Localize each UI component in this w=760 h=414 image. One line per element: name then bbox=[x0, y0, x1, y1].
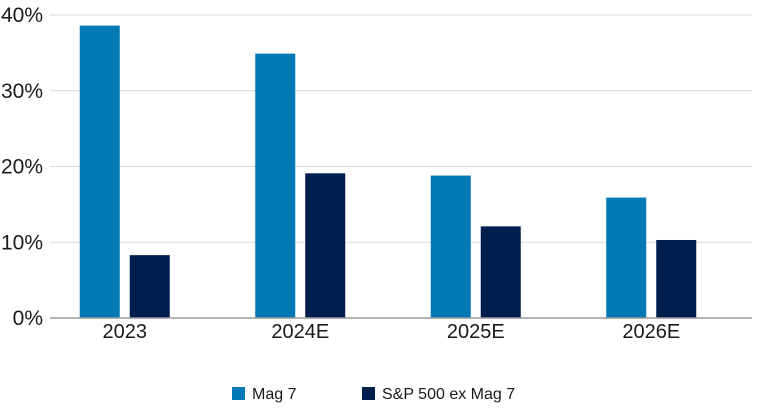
bar-sp500-ex-mag7 bbox=[305, 173, 346, 318]
legend-swatch bbox=[362, 387, 375, 400]
bar-sp500-ex-mag7 bbox=[480, 226, 521, 318]
x-tick-label: 2023 bbox=[103, 321, 148, 343]
bar-mag7 bbox=[79, 25, 120, 318]
legend-label: Mag 7 bbox=[252, 386, 297, 403]
x-axis-ticks: 2023 2024E 2025E 2026E bbox=[103, 321, 681, 343]
legend-label: S&P 500 ex Mag 7 bbox=[382, 386, 515, 403]
gridlines bbox=[50, 14, 752, 243]
y-tick-label: 0% bbox=[13, 307, 43, 330]
bar-mag7 bbox=[255, 53, 296, 318]
bar-mag7 bbox=[430, 175, 471, 318]
legend-swatch bbox=[232, 387, 245, 400]
x-tick-label: 2024E bbox=[271, 321, 329, 343]
x-tick-label: 2025E bbox=[447, 321, 505, 343]
bar-mag7 bbox=[606, 197, 647, 318]
bar-sp500-ex-mag7 bbox=[129, 255, 170, 318]
bars bbox=[79, 25, 697, 318]
x-tick-label: 2026E bbox=[622, 321, 680, 343]
y-tick-label: 40% bbox=[1, 4, 43, 27]
legend: Mag 7 S&P 500 ex Mag 7 bbox=[232, 386, 515, 403]
y-tick-label: 30% bbox=[1, 80, 43, 103]
y-tick-label: 20% bbox=[1, 156, 43, 179]
bar-sp500-ex-mag7 bbox=[656, 239, 697, 318]
y-tick-label: 10% bbox=[1, 231, 43, 254]
y-axis-ticks: 0% 10% 20% 30% 40% bbox=[1, 4, 43, 330]
